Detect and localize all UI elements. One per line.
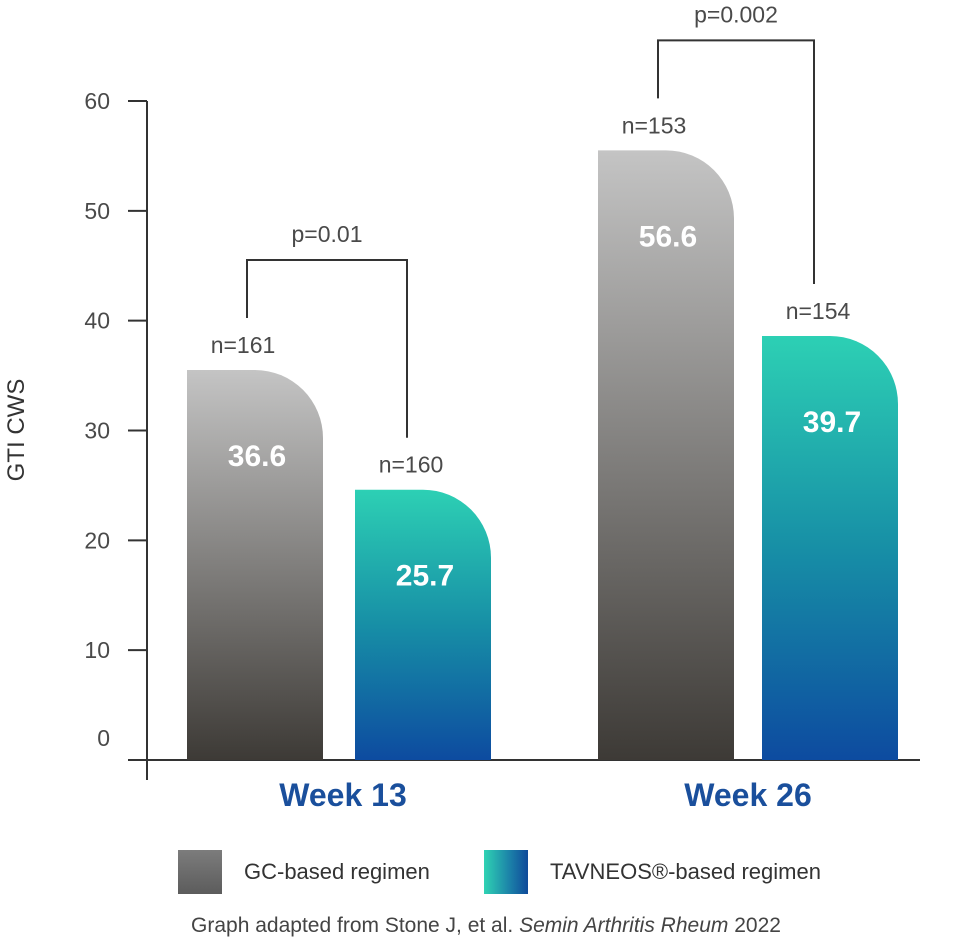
data-label: 25.7 <box>396 560 454 593</box>
y-tick-label: 20 <box>84 527 110 553</box>
p-value-bracket <box>246 259 408 438</box>
bar-tavneos-week-13 <box>355 489 491 760</box>
data-label: 56.6 <box>639 220 697 253</box>
bar-tavneos-week-26 <box>762 335 898 760</box>
y-ticks: 0 10 20 30 40 50 60 <box>84 88 147 751</box>
bar-gc-week-26 <box>598 150 734 761</box>
chart: 0 10 20 30 40 50 60 36.6 n=161 25.7 n=160 Week 13 5… <box>3 1 920 813</box>
x-category-label: Week 13 <box>279 777 407 813</box>
y-tick-label: 50 <box>84 198 110 224</box>
n-label: n=161 <box>211 332 276 358</box>
source-citation: Graph adapted from Stone J, et al. Semin… <box>0 914 972 938</box>
data-label: 39.7 <box>803 406 861 439</box>
n-label: n=160 <box>379 452 444 478</box>
bars <box>187 150 898 761</box>
y-tick-label: 30 <box>84 418 110 444</box>
legend-label-tavneos: TAVNEOS®-based regimen <box>550 859 821 884</box>
p-value-label: p=0.002 <box>694 1 778 27</box>
bar-gc-week-13 <box>187 370 323 760</box>
y-tick-label: 0 <box>97 725 110 751</box>
bar-labels: 36.6 n=161 25.7 n=160 Week 13 56.6 n=153 39.7 n=… <box>211 112 862 813</box>
y-tick-label: 40 <box>84 308 110 334</box>
source-journal: Semin Arthritis Rheum <box>519 914 729 937</box>
data-label: 36.6 <box>228 440 286 473</box>
source-year: 2022 <box>728 914 781 937</box>
y-tick-label: 10 <box>84 637 110 663</box>
legend-swatch-tavneos <box>484 850 528 894</box>
y-tick-label: 60 <box>84 88 110 114</box>
y-axis-label: GTI CWS <box>3 379 30 482</box>
p-value-brackets: p=0.01 p=0.002 <box>246 1 815 438</box>
legend-item-tavneos: TAVNEOS®-based regimen <box>484 848 821 896</box>
n-label: n=153 <box>622 112 687 138</box>
p-value-label: p=0.01 <box>292 221 363 247</box>
x-category-label: Week 26 <box>684 777 812 813</box>
legend-swatch-gc <box>178 850 222 894</box>
p-value-bracket <box>657 39 815 284</box>
legend-label-gc: GC-based regimen <box>244 859 430 884</box>
legend: GC-based regimen TAVNEOS®-based regimen <box>0 848 972 898</box>
source-prefix: Graph adapted from Stone J, et al. <box>191 914 520 937</box>
n-label: n=154 <box>786 298 851 324</box>
legend-item-gc: GC-based regimen <box>178 848 430 896</box>
